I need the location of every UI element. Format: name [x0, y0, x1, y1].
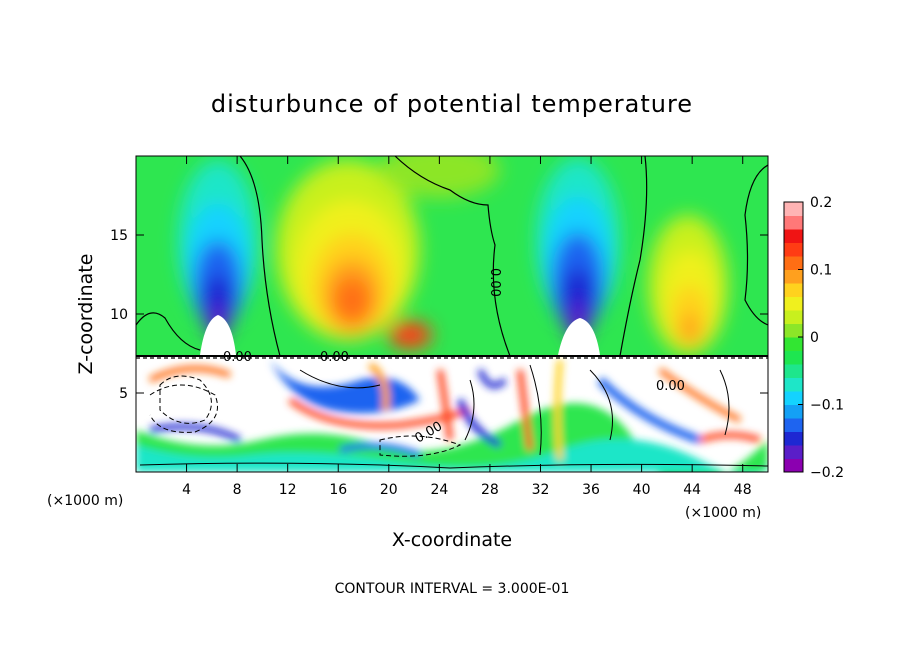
y-tick-label: 10	[110, 307, 128, 323]
x-tick-label: 32	[532, 482, 550, 498]
colorbar-swatch	[784, 229, 803, 243]
x-tick-label: 24	[430, 482, 448, 498]
y-tick-label: 5	[119, 386, 128, 402]
x-tick-label: 16	[329, 482, 347, 498]
y-axis: 5 10 15	[110, 228, 768, 402]
colorbar-tick-label: 0	[810, 330, 819, 346]
colorbar-tick-label: 0.1	[810, 263, 832, 279]
x-tick-label: 48	[734, 482, 752, 498]
y-axis-label: Z-coordinate	[75, 254, 97, 375]
lower-contours	[139, 364, 768, 469]
colorbar-tick-label: −0.2	[810, 465, 844, 481]
x-axis: 4 8 12 16 20 24 28 32 36 40 44 48	[182, 156, 752, 498]
colorbar-swatch	[784, 323, 803, 338]
zero-contours	[136, 156, 768, 359]
contour-interval-note: CONTOUR INTERVAL = 3.000E-01	[335, 581, 570, 597]
colorbar-swatch	[784, 215, 803, 230]
colorbar-swatch	[784, 445, 803, 459]
x-tick-label: 4	[182, 482, 191, 498]
contour-label: 0.00	[487, 268, 502, 297]
x-tick-label: 44	[683, 482, 701, 498]
x-tick-label: 20	[380, 482, 398, 498]
y-tick-label: 15	[110, 228, 128, 244]
colorbar-swatch	[784, 256, 803, 270]
x-tick-label: 12	[279, 482, 297, 498]
colorbar-tick-label: 0.2	[810, 195, 832, 211]
colorbar-tick-label: −0.1	[810, 398, 844, 414]
colorbar-swatch	[784, 283, 803, 297]
colorbar-swatch	[784, 350, 803, 365]
colorbar-swatch	[784, 431, 803, 446]
colorbar-swatch	[784, 418, 803, 432]
colorbar-swatch	[784, 269, 803, 284]
contour-label: 0.00	[320, 350, 349, 365]
colorbar-swatch	[784, 377, 803, 392]
colorbar-swatch	[784, 364, 803, 378]
x-tick-label: 36	[582, 482, 600, 498]
contour-label: 0.00	[223, 350, 252, 365]
heatmap-field: 0.00 0.00 0.00 0.00 0.00	[136, 156, 768, 472]
x-tick-label: 28	[481, 482, 499, 498]
chart-title: disturbunce of potential temperature	[211, 90, 693, 118]
x-tick-label: 40	[633, 482, 651, 498]
colorbar-swatch	[784, 296, 803, 311]
colorbar-swatch	[784, 337, 803, 351]
colorbar-swatch	[784, 391, 803, 405]
x-axis-label: X-coordinate	[392, 529, 512, 551]
colorbar-swatch	[784, 458, 803, 473]
colorbar: 0.2 0.1 0 −0.1 −0.2	[783, 195, 844, 481]
colorbar-swatch	[784, 404, 803, 419]
x-unit-left: (×1000 m)	[47, 493, 123, 509]
x-tick-label: 8	[233, 482, 242, 498]
x-unit-right: (×1000 m)	[685, 505, 761, 521]
colorbar-swatch	[784, 310, 803, 324]
colorbar-swatch	[784, 242, 803, 257]
colorbar-swatch	[784, 202, 803, 216]
contour-label: 0.00	[656, 379, 685, 394]
